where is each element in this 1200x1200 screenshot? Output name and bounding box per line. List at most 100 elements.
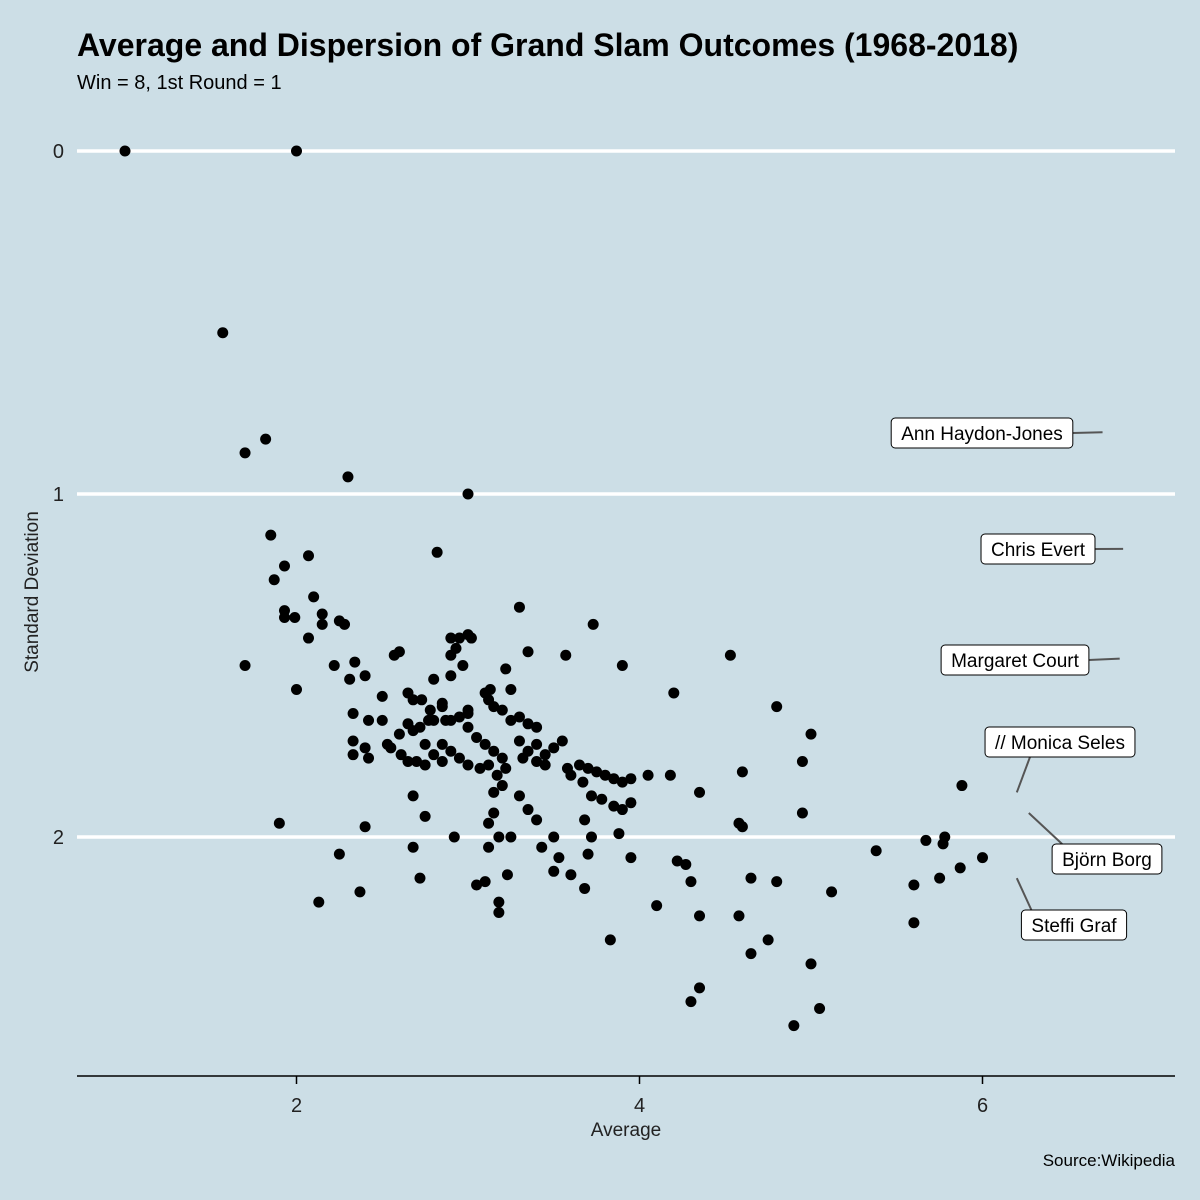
data-point (217, 327, 229, 339)
data-point (488, 701, 500, 713)
data-point (536, 841, 548, 853)
data-point (278, 560, 290, 572)
annotations: Ann Haydon-Jones Chris Evert Margaret Cour… (890, 417, 1163, 941)
data-point (796, 807, 808, 819)
data-point (453, 632, 465, 644)
data-point (585, 831, 597, 843)
data-point (268, 574, 280, 586)
annotation-connector (1088, 657, 1120, 661)
data-point (483, 841, 495, 853)
x-tick-label: 4 (634, 1095, 645, 1117)
data-point (826, 886, 838, 898)
data-point (308, 591, 320, 603)
data-point (613, 828, 625, 840)
data-point (694, 786, 706, 798)
x-axis-label: Average (591, 1120, 661, 1141)
data-point (956, 780, 968, 792)
data-point (522, 718, 534, 730)
data-point (471, 732, 483, 744)
annotation-label: Margaret Court (940, 644, 1090, 676)
data-point (553, 852, 565, 864)
annotation-label: // Monica Seles (984, 726, 1136, 758)
annotation-connector (1028, 812, 1063, 845)
data-point (457, 660, 469, 671)
data-point (291, 145, 302, 157)
data-point (560, 649, 572, 661)
annotation-text: // Monica Seles (995, 733, 1125, 754)
data-point (359, 670, 371, 682)
data-point (303, 632, 315, 644)
source-caption: Source:Wikipedia (1043, 1151, 1176, 1170)
data-point (505, 684, 517, 696)
data-point (522, 646, 534, 658)
data-point (488, 786, 500, 798)
data-point (428, 714, 440, 726)
data-point (465, 632, 477, 644)
data-point (462, 488, 474, 500)
data-point (522, 804, 534, 816)
data-point (579, 882, 591, 894)
data-point (462, 759, 474, 771)
annotation-text: Steffi Graf (1031, 916, 1117, 937)
data-point (462, 721, 474, 733)
data-point (513, 790, 525, 802)
data-point (347, 749, 359, 761)
data-point (303, 550, 315, 562)
data-point (342, 471, 354, 483)
data-point (376, 714, 388, 726)
data-point (333, 848, 345, 860)
data-point (239, 660, 251, 671)
data-point (616, 804, 628, 816)
data-point (908, 879, 920, 891)
data-point (539, 759, 551, 771)
data-point (585, 790, 597, 802)
data-point (239, 447, 251, 459)
data-point (393, 646, 405, 658)
annotation-box (1020, 909, 1128, 941)
data-point (651, 900, 663, 912)
data-point (359, 742, 371, 754)
data-point (436, 738, 448, 750)
data-point (694, 910, 706, 922)
y-axis-label: Standard Deviation (22, 511, 43, 673)
annotation-box (890, 417, 1074, 449)
data-point (591, 766, 603, 778)
data-point (347, 708, 359, 720)
data-point (407, 790, 419, 802)
data-point (428, 749, 440, 761)
annotation-text: Chris Evert (991, 540, 1086, 561)
gridlines (77, 149, 1175, 839)
data-point (453, 711, 465, 723)
data-point (483, 759, 495, 771)
data-point (359, 821, 371, 833)
data-point (505, 714, 517, 726)
data-point (445, 632, 457, 644)
data-point (539, 749, 551, 761)
data-point (920, 834, 932, 846)
data-point (363, 714, 375, 726)
data-point (724, 649, 736, 661)
data-point (493, 831, 505, 843)
data-point (582, 848, 594, 860)
data-point (416, 694, 428, 706)
data-point (407, 694, 419, 706)
data-point (428, 673, 440, 685)
data-point (548, 831, 560, 843)
data-point (496, 780, 508, 792)
data-point (870, 845, 882, 857)
data-point (616, 660, 628, 671)
annotation-connector (1015, 756, 1031, 793)
y-tick-label: 0 (53, 141, 64, 163)
data-point (599, 769, 611, 781)
data-point (805, 958, 817, 970)
data-point (488, 807, 500, 819)
data-point (513, 601, 525, 613)
data-point (344, 673, 356, 685)
data-point (573, 759, 585, 771)
data-point (587, 618, 599, 630)
data-point (805, 728, 817, 740)
data-point (278, 611, 290, 623)
data-point (513, 711, 525, 723)
annotation-box (1051, 843, 1163, 875)
data-point (393, 728, 405, 740)
